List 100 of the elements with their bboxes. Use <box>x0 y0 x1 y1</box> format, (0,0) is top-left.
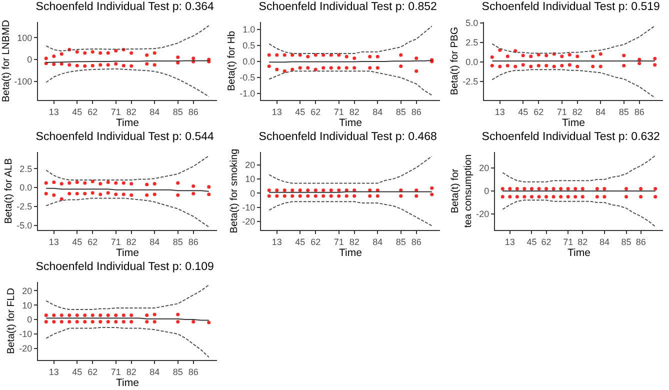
x-tick-label: 13 <box>504 236 515 247</box>
x-tick-label: 82 <box>349 106 360 117</box>
y-tick-label: -5.0 <box>16 220 32 231</box>
point <box>306 54 310 58</box>
chart-title: Schoenfeld Individual Test p: 0.852 <box>258 1 437 13</box>
y-tick-label: 2.5 <box>20 164 32 174</box>
point <box>44 313 48 317</box>
point <box>106 320 110 324</box>
y-tick-label: -1.0 <box>240 88 256 99</box>
x-axis-title: Time <box>562 116 586 129</box>
point <box>152 63 156 67</box>
point <box>591 64 595 68</box>
y-tick-label: 0 <box>484 186 490 196</box>
point <box>337 188 341 192</box>
point <box>352 56 356 60</box>
point <box>130 51 134 55</box>
y-tick-label: 0.0 <box>20 182 32 193</box>
point <box>176 193 180 197</box>
point <box>552 64 556 68</box>
x-tick-label: 84 <box>372 106 383 117</box>
point <box>207 185 211 189</box>
point <box>52 313 56 317</box>
point <box>83 51 87 55</box>
point <box>568 53 572 57</box>
point <box>337 194 341 198</box>
y-tick-label: 20 <box>245 160 256 170</box>
point <box>114 192 118 196</box>
y-axis-title: Beta(t) for Hb <box>226 30 238 92</box>
y-tick-label: -100 <box>14 76 32 86</box>
x-tick-label: 85 <box>396 106 406 117</box>
x-tick-label: 13 <box>48 236 59 247</box>
point <box>130 182 134 186</box>
x-tick-label: 86 <box>636 236 646 247</box>
point <box>106 63 110 67</box>
point <box>207 320 211 324</box>
point <box>83 181 87 185</box>
point <box>282 194 286 198</box>
y-tick-label: -20 <box>476 209 490 220</box>
point <box>399 53 403 57</box>
point <box>560 54 564 58</box>
chart-title: Schoenfeld Individual Test p: 0.364 <box>36 1 215 13</box>
point <box>75 320 79 324</box>
point <box>544 64 548 68</box>
point <box>314 68 318 72</box>
point <box>68 313 72 317</box>
point <box>83 192 87 196</box>
x-tick-label: 85 <box>618 106 629 117</box>
x-tick-label: 62 <box>310 106 321 117</box>
x-tick-label: 62 <box>88 236 98 247</box>
x-tick-label: 84 <box>150 236 160 247</box>
y-tick-label: 10 <box>22 300 32 310</box>
x-tick-label: 84 <box>596 106 606 117</box>
x-axis-title: Time <box>116 376 140 389</box>
point <box>376 54 380 58</box>
point <box>282 188 286 192</box>
point <box>267 194 271 198</box>
x-tick-label: 86 <box>411 236 422 247</box>
point <box>314 188 318 192</box>
x-tick-label: 85 <box>621 236 632 247</box>
x-tick-label: 71 <box>110 236 121 247</box>
point <box>490 55 494 59</box>
y-tick-label: -10 <box>242 202 256 212</box>
x-axis-title: Time <box>116 246 140 259</box>
point <box>122 181 126 185</box>
point <box>152 182 156 186</box>
point <box>68 63 72 67</box>
point <box>598 52 602 56</box>
y-tick-label: 100 <box>17 32 32 43</box>
point <box>314 53 318 57</box>
point <box>290 194 294 198</box>
point <box>75 180 79 184</box>
x-tick-label: 71 <box>556 106 567 117</box>
x-tick-label: 85 <box>172 366 183 377</box>
point <box>98 313 102 317</box>
y-tick-label: 20 <box>22 286 32 296</box>
point <box>344 54 348 58</box>
point <box>322 53 326 57</box>
point <box>414 69 418 73</box>
point <box>90 180 94 184</box>
y-tick-label: 5.0 <box>466 18 478 28</box>
line-series <box>492 69 656 98</box>
y-axis-title: Beta(t) for FLD <box>6 288 18 354</box>
point <box>44 56 48 60</box>
point <box>60 320 64 324</box>
x-tick-label: 86 <box>411 106 422 117</box>
point <box>490 64 494 68</box>
y-axis-title: Beta(t) for tea consumption <box>450 154 474 228</box>
point <box>344 194 348 198</box>
point <box>529 64 533 68</box>
point <box>329 66 333 70</box>
chart-title: Schoenfeld Individual Test p: 0.109 <box>36 261 214 273</box>
point <box>290 53 294 57</box>
point <box>68 181 72 185</box>
point <box>106 191 110 195</box>
point <box>83 313 87 317</box>
point <box>544 54 548 58</box>
line-series <box>46 284 210 310</box>
point <box>52 62 56 66</box>
point <box>52 320 56 324</box>
x-tick-label: 84 <box>150 366 160 377</box>
